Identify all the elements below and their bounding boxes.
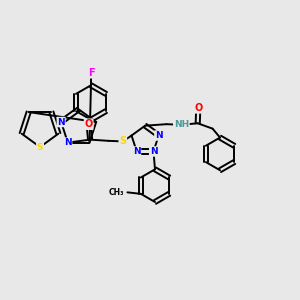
Text: CH₃: CH₃ xyxy=(108,188,124,197)
Text: N: N xyxy=(57,118,65,127)
Text: S: S xyxy=(37,142,43,152)
Text: N: N xyxy=(133,147,140,156)
Text: S: S xyxy=(119,136,126,146)
Text: F: F xyxy=(88,68,94,78)
Text: N: N xyxy=(150,147,157,156)
Text: N: N xyxy=(64,138,72,147)
Text: N: N xyxy=(155,131,163,140)
Text: NH: NH xyxy=(174,120,189,129)
Text: O: O xyxy=(194,103,202,113)
Text: O: O xyxy=(85,119,93,129)
